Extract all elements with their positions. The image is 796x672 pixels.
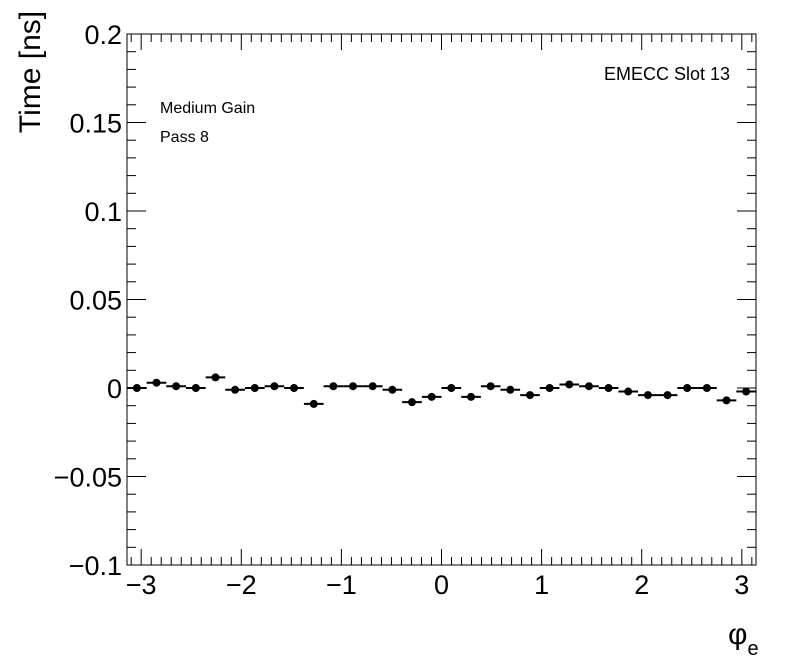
data-points [127, 373, 756, 408]
y-tick-label: 0.05 [69, 286, 122, 316]
data-marker [663, 391, 672, 400]
data-point [264, 382, 285, 391]
data-point [303, 399, 324, 408]
data-point [598, 384, 619, 392]
data-marker [172, 382, 181, 391]
data-point [559, 380, 580, 389]
axis-tick-labels: −3 −2 −1 0 1 2 3 −0.1 −0.05 0 0.05 0.1 0.15 0.2 [54, 20, 750, 600]
y-tick-label: −0.1 [69, 551, 122, 581]
data-point [343, 382, 363, 391]
data-marker [250, 384, 259, 392]
data-marker [309, 399, 318, 408]
y-tick-label: 0.15 [69, 109, 122, 139]
gain-annotation: Medium Gain [160, 100, 255, 117]
data-marker [231, 385, 240, 394]
data-point [382, 385, 403, 394]
data-point [618, 387, 639, 396]
data-point [205, 373, 226, 382]
y-tick-label: −0.05 [54, 463, 122, 493]
data-marker [329, 382, 338, 391]
data-marker [525, 391, 534, 400]
data-marker [604, 384, 613, 392]
data-point [716, 396, 737, 405]
x-tick-label: −2 [226, 570, 257, 600]
data-point [520, 391, 540, 400]
pass-annotation: Pass 8 [160, 129, 209, 146]
data-point [323, 382, 344, 391]
data-point [127, 384, 147, 392]
data-point [638, 391, 658, 400]
x-tick-label: 0 [434, 570, 449, 600]
data-point [402, 398, 422, 407]
data-marker [270, 382, 279, 391]
data-point [362, 382, 383, 391]
data-point [421, 392, 442, 401]
slot-annotation: EMECC Slot 13 [604, 64, 730, 84]
data-marker [290, 384, 299, 392]
x-tick-label: −1 [326, 570, 357, 600]
data-marker [388, 385, 397, 394]
data-point [657, 391, 678, 400]
data-point [225, 385, 245, 394]
x-tick-label: 2 [634, 570, 649, 600]
data-marker [349, 382, 358, 391]
x-tick-label: 3 [734, 570, 749, 600]
x-tick-label: −3 [126, 570, 157, 600]
y-tick-label: 0.2 [84, 20, 122, 50]
data-marker [447, 384, 456, 392]
data-marker [683, 384, 692, 392]
x-axis-label: φe [728, 618, 759, 660]
data-marker [368, 382, 377, 391]
y-axis-label: Time [ns] [14, 11, 47, 133]
data-point [441, 384, 462, 392]
data-marker [702, 384, 711, 392]
data-marker [152, 378, 161, 387]
data-point [677, 384, 697, 392]
data-marker [506, 385, 515, 394]
data-marker [467, 392, 476, 401]
data-marker [643, 391, 652, 400]
data-marker [742, 387, 751, 396]
data-point [736, 387, 756, 396]
x-axis-label-main: φ [728, 618, 747, 651]
data-marker [132, 384, 141, 392]
x-axis-label-sub: e [747, 638, 758, 660]
data-marker [486, 382, 495, 391]
axis-ticks [127, 33, 756, 566]
data-point [244, 384, 265, 392]
data-marker [407, 398, 416, 407]
data-point [284, 384, 304, 392]
y-tick-label: 0 [107, 374, 122, 404]
data-marker [722, 396, 731, 405]
data-marker [427, 392, 436, 401]
data-point [500, 385, 521, 394]
data-marker [624, 387, 633, 396]
data-point [579, 382, 599, 391]
data-point [186, 384, 206, 392]
data-point [461, 392, 481, 401]
y-tick-label: 0.1 [84, 197, 122, 227]
data-marker [545, 384, 554, 392]
data-marker [191, 384, 200, 392]
data-point [146, 378, 167, 387]
data-point [166, 382, 186, 391]
x-tick-label: 1 [534, 570, 549, 600]
data-point [539, 384, 560, 392]
data-marker [211, 373, 220, 382]
data-marker [584, 382, 593, 391]
data-point [480, 382, 501, 391]
data-point [697, 384, 717, 392]
data-marker [565, 380, 574, 389]
